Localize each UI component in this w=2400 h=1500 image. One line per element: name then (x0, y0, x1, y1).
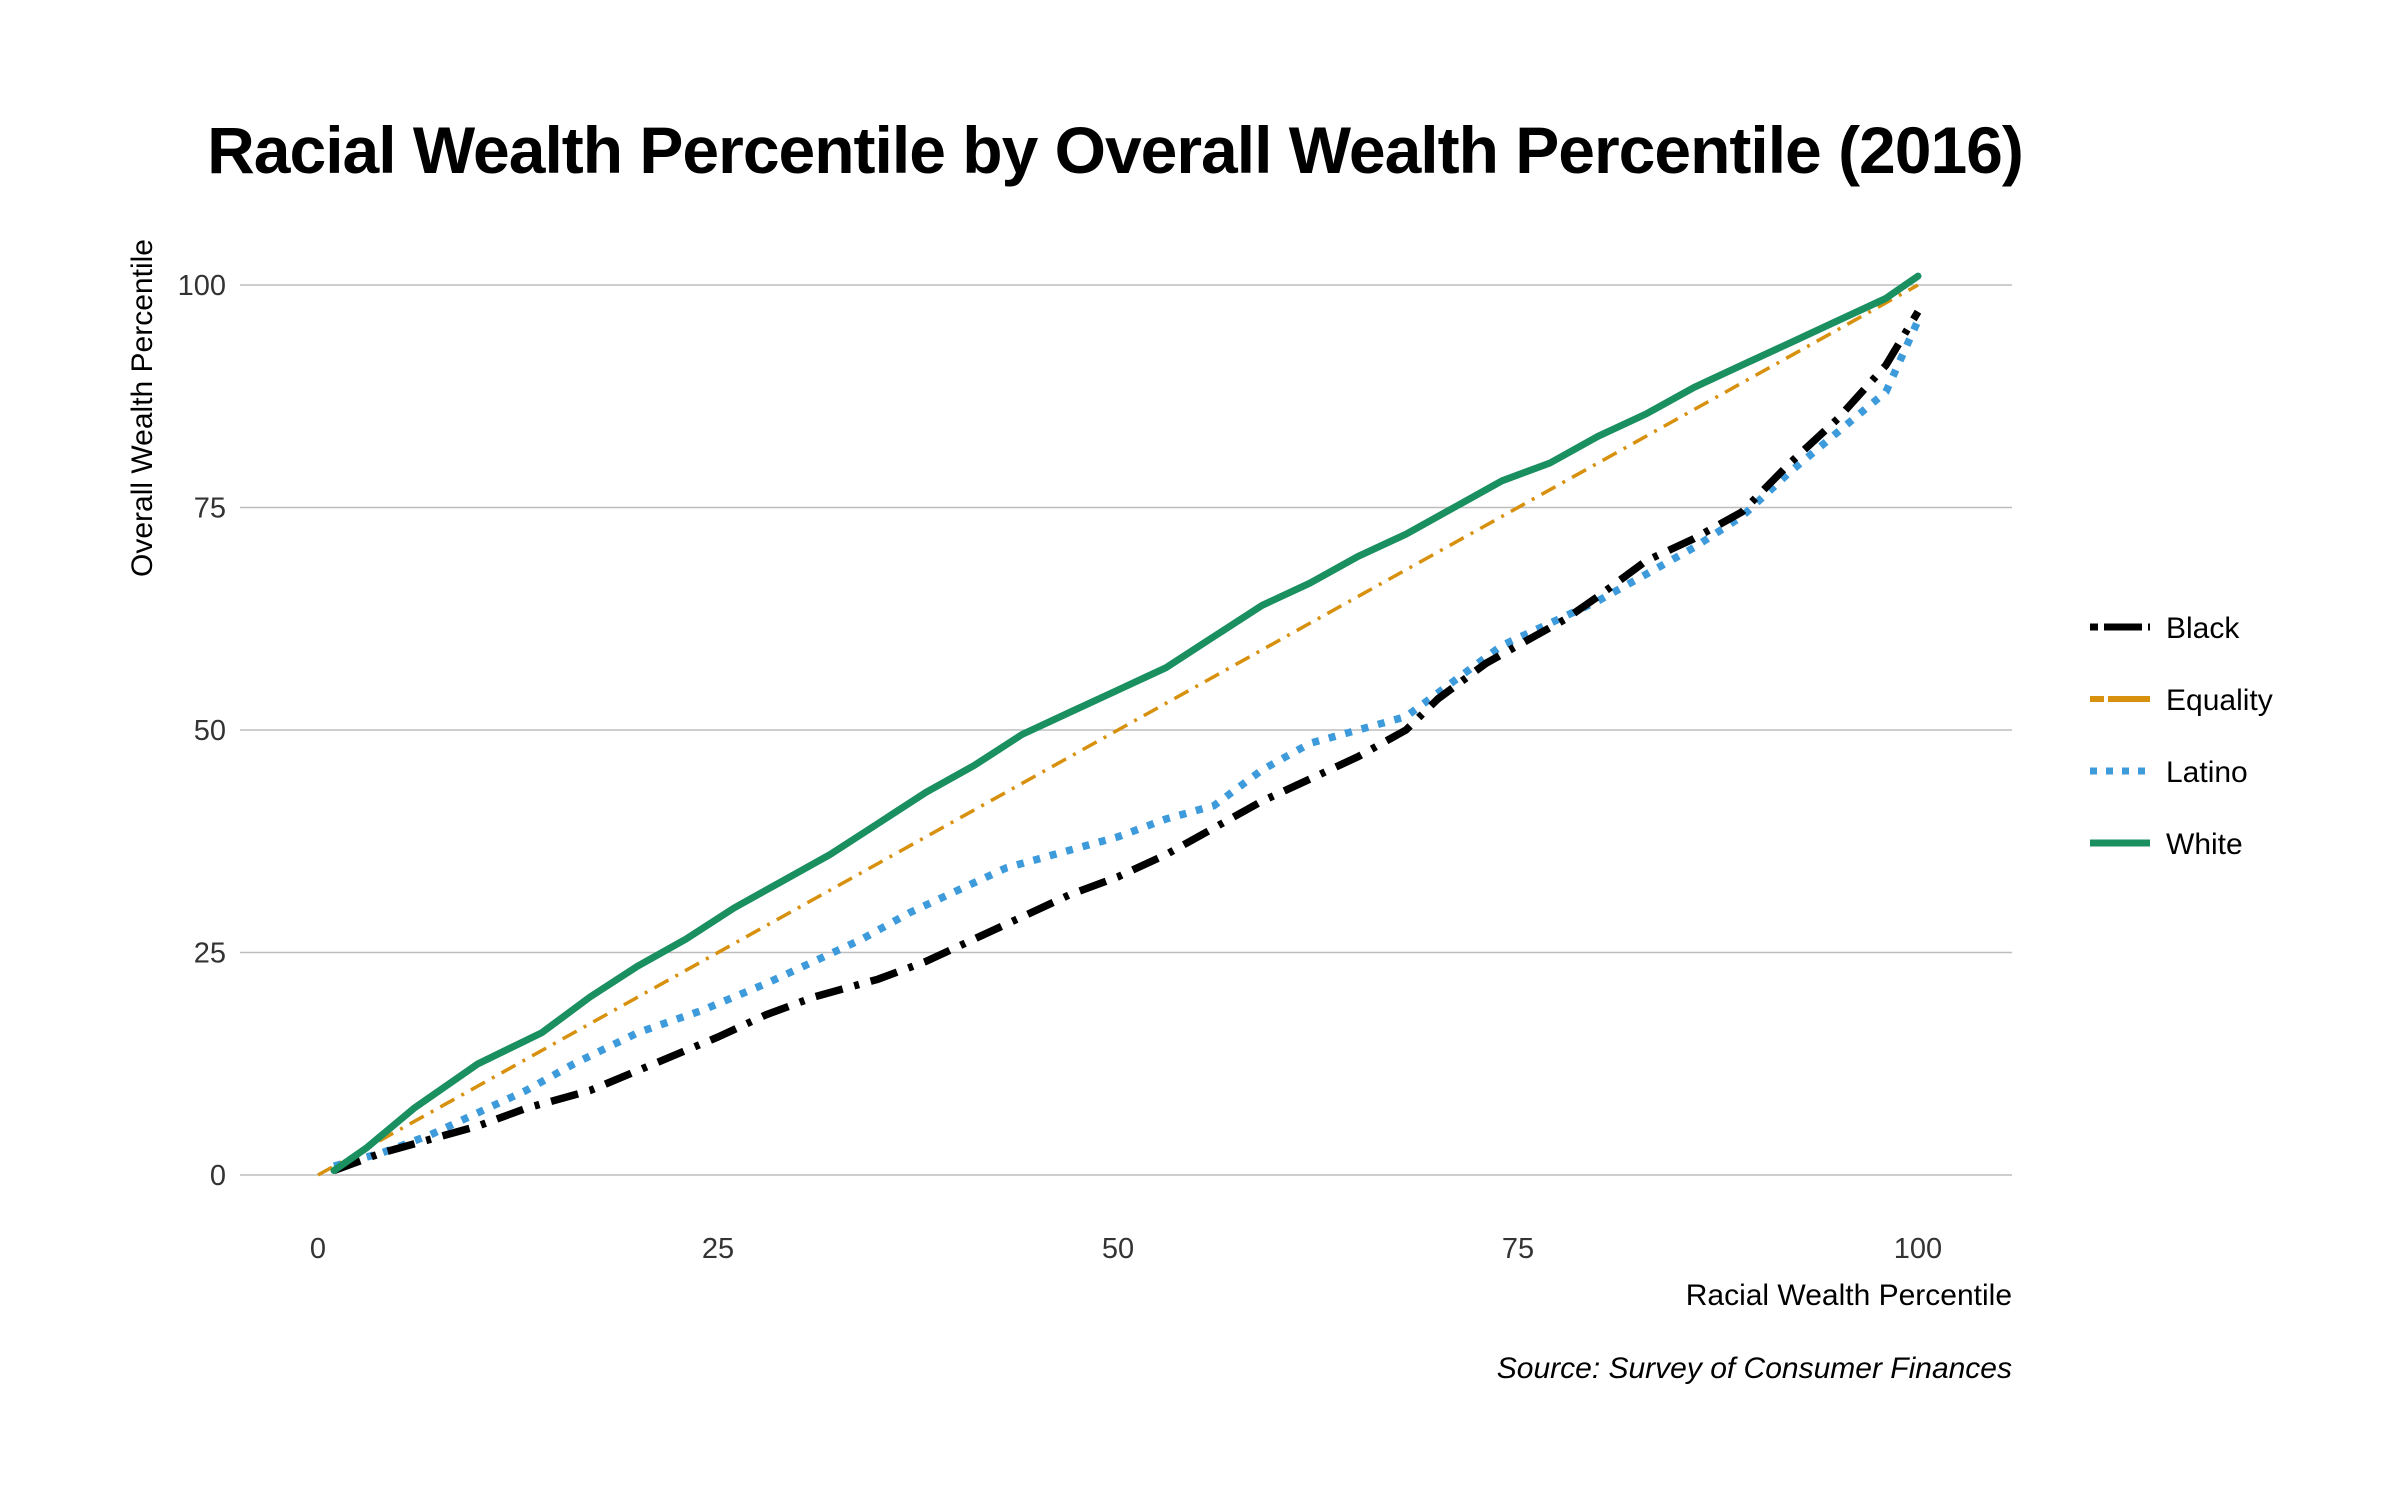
y-tick-label-100: 100 (178, 270, 226, 302)
legend-item-latino: Latino (2090, 756, 2248, 789)
tick-labels: 0 25 50 75 100 0 25 50 75 100 (178, 270, 1943, 1265)
series-lines (317, 272, 1922, 1177)
y-tick-label-75: 75 (194, 493, 226, 525)
legend-item-black: Black (2090, 612, 2240, 645)
x-axis-label: Racial Wealth Percentile (1686, 1279, 2012, 1312)
legend: Black Equality Latino White (2090, 612, 2273, 861)
legend-label-black: Black (2166, 612, 2240, 645)
source-note: Source: Survey of Consumer Finances (1497, 1352, 2012, 1385)
series-line-white (330, 272, 1922, 1174)
x-tick-label-50: 50 (1102, 1233, 1134, 1265)
legend-label-latino: Latino (2166, 756, 2248, 789)
series-line-latino (332, 319, 1922, 1170)
x-tick-label-75: 75 (1502, 1233, 1534, 1265)
x-tick-label-100: 100 (1894, 1233, 1942, 1265)
series-line-equality (317, 283, 1919, 1177)
x-tick-label-25: 25 (702, 1233, 734, 1265)
y-tick-label-0: 0 (210, 1160, 226, 1192)
y-tick-label-25: 25 (194, 938, 226, 970)
series-line-black (332, 309, 1922, 1175)
y-axis-label: Overall Wealth Percentile (126, 239, 159, 577)
x-tick-label-0: 0 (310, 1233, 326, 1265)
grid-lines (240, 284, 2012, 1176)
legend-label-equality: Equality (2166, 684, 2273, 717)
y-tick-label-50: 50 (194, 715, 226, 747)
legend-item-white: White (2090, 828, 2243, 861)
legend-item-equality: Equality (2090, 684, 2273, 717)
chart-title: Racial Wealth Percentile by Overall Weal… (207, 113, 2024, 187)
legend-label-white: White (2166, 828, 2243, 861)
